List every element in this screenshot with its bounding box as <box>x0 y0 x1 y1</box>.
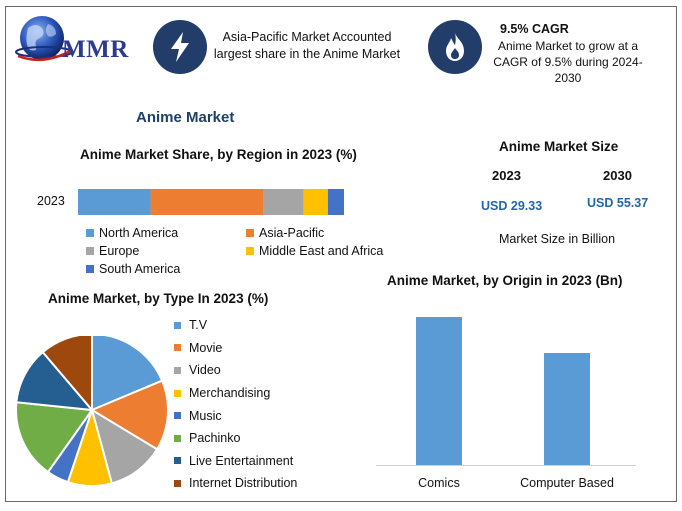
legend-swatch <box>174 389 181 397</box>
legend-swatch <box>246 247 254 255</box>
market-size-note: Market Size in Billion <box>499 232 616 246</box>
region-legend-item-middle-east-and-africa: Middle East and Africa <box>246 242 383 260</box>
cagr-title: 9.5% CAGR <box>500 22 569 36</box>
logo-text: MMR <box>62 36 129 63</box>
region-legend-item-south-america: South America <box>86 260 180 278</box>
region-bar-segment-asia-pacific <box>150 189 264 215</box>
legend-label: Internet Distribution <box>189 476 298 491</box>
type-legend-item-pachinko: Pachinko <box>174 427 344 450</box>
origin-category-label-comics: Comics <box>418 476 460 490</box>
legend-label: Merchandising <box>189 386 271 401</box>
origin-chart-title: Anime Market, by Origin in 2023 (Bn) <box>387 273 623 288</box>
legend-swatch <box>174 412 181 420</box>
region-bar-segment-middle-east-and-africa <box>303 189 328 215</box>
region-bar-segment-south-america <box>327 189 344 215</box>
legend-swatch <box>246 229 254 237</box>
market-size-value-2030: USD 55.37 <box>587 196 649 210</box>
market-size-year-2030: 2030 <box>603 168 632 183</box>
type-legend-item-music: Music <box>174 404 344 427</box>
origin-bar-computer-based <box>544 353 590 465</box>
origin-category-label-computer-based: Computer Based <box>520 476 614 490</box>
legend-label: North America <box>99 226 179 240</box>
region-stacked-bar <box>78 189 344 215</box>
region-bar-segment-north-america <box>78 189 151 215</box>
legend-label: Music <box>189 408 222 423</box>
pie-slice-pachinko <box>15 401 94 474</box>
legend-swatch <box>86 247 94 255</box>
origin-bar-comics <box>416 317 462 465</box>
globe-icon <box>15 16 73 62</box>
region-bar-category: 2023 <box>37 194 65 208</box>
origin-bar-chart <box>376 317 636 466</box>
type-legend-item-t-v: T.V <box>174 314 344 337</box>
type-chart-title: Anime Market, by Type In 2023 (%) <box>48 291 269 306</box>
legend-swatch <box>174 321 181 329</box>
legend-swatch <box>86 229 94 237</box>
legend-label: Video <box>189 363 221 378</box>
legend-swatch <box>174 434 181 442</box>
pie-slice-t-v <box>91 336 164 412</box>
region-legend-item-europe: Europe <box>86 242 139 260</box>
legend-swatch <box>174 366 181 374</box>
type-legend-item-live-entertainment: Live Entertainment <box>174 450 344 473</box>
legend-swatch <box>174 457 181 465</box>
region-legend-item-asia-pacific: Asia-Pacific <box>246 224 324 242</box>
type-legend-item-video: Video <box>174 359 344 382</box>
lightning-bolt-icon <box>153 20 207 74</box>
legend-label: Europe <box>99 244 140 258</box>
market-size-value-2023: USD 29.33 <box>481 199 543 213</box>
region-note: Asia-Pacific Market Accounted largest sh… <box>213 30 401 61</box>
type-legend-item-internet-distribution: Internet Distribution <box>174 472 344 495</box>
legend-label: T.V <box>189 318 208 333</box>
legend-swatch <box>86 265 94 273</box>
origin-category-labels: Comics Computer Based <box>376 476 636 494</box>
pie-slice-movie <box>89 379 169 451</box>
market-size-title: Anime Market Size <box>499 139 619 154</box>
legend-label: Live Entertainment <box>189 453 294 468</box>
type-legend-item-movie: Movie <box>174 337 344 360</box>
market-size-year-2023: 2023 <box>492 168 521 183</box>
cagr-note: Anime Market to grow at a CAGR of 9.5% d… <box>493 39 643 85</box>
type-pie-chart <box>15 336 169 487</box>
legend-label: Pachinko <box>189 431 241 446</box>
flame-icon <box>428 20 482 74</box>
region-legend-item-north-america: North America <box>86 224 178 242</box>
region-chart-title: Anime Market Share, by Region in 2023 (%… <box>80 147 357 162</box>
type-legend: T.V Movie Video Merchandising Music Pachinko L… <box>174 314 344 495</box>
type-legend-item-merchandising: Merchandising <box>174 382 344 405</box>
region-bar-segment-europe <box>263 189 304 215</box>
legend-swatch <box>174 479 181 487</box>
legend-label: Asia-Pacific <box>259 226 325 240</box>
legend-label: Movie <box>189 340 223 355</box>
legend-swatch <box>174 344 181 352</box>
legend-label: Middle East and Africa <box>259 244 384 258</box>
mmr-logo: MMR <box>10 10 138 70</box>
main-title: Anime Market <box>136 109 235 126</box>
legend-label: South America <box>99 262 181 276</box>
pie-slice-internet-distribution <box>41 336 93 413</box>
